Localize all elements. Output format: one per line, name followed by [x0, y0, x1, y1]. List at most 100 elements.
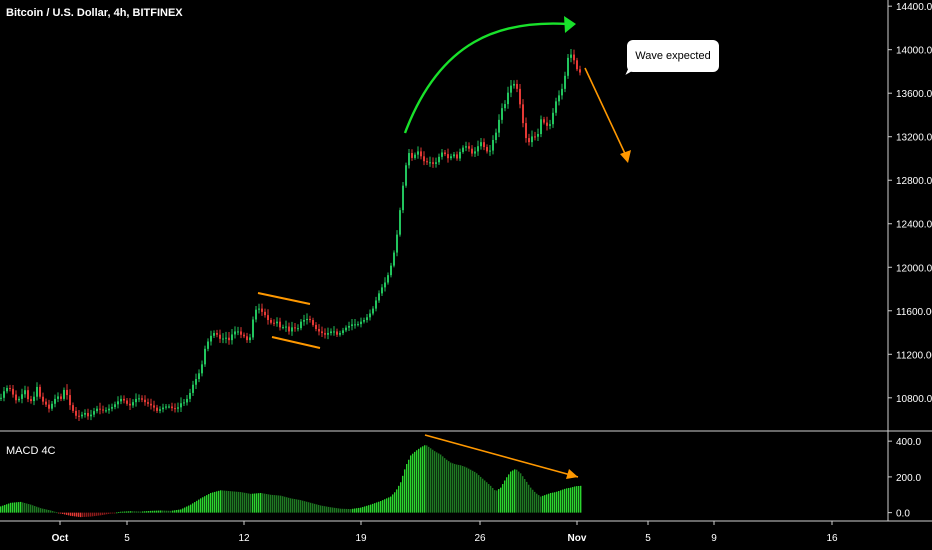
macd-bar: [370, 504, 372, 513]
macd-bar: [512, 470, 514, 513]
candle-body: [222, 338, 224, 340]
annotation-bubble[interactable]: Wave expected: [627, 40, 719, 72]
candle-body: [501, 108, 503, 120]
macd-bar: [16, 502, 18, 513]
macd-bar: [150, 510, 152, 513]
macd-bar: [268, 494, 270, 513]
macd-bar: [360, 507, 362, 513]
macd-bar: [310, 502, 312, 513]
macd-bar: [46, 509, 48, 513]
macd-bar: [478, 475, 480, 513]
candle-body: [96, 408, 98, 412]
macd-bar: [12, 502, 14, 513]
candle-body: [201, 364, 203, 374]
macd-bar: [432, 449, 434, 513]
candle-body: [423, 156, 425, 162]
candle-body: [348, 326, 350, 328]
candle-body: [3, 391, 5, 398]
macd-bar: [540, 496, 542, 513]
candle-body: [105, 410, 107, 412]
price-tick-label: 12400.00: [896, 220, 932, 231]
macd-bar: [188, 505, 190, 513]
candle-body: [522, 104, 524, 124]
macd-bar: [474, 471, 476, 513]
macd-bar: [72, 512, 74, 517]
macd-bar: [570, 487, 572, 513]
candle-body: [399, 210, 401, 235]
macd-bar: [64, 512, 66, 515]
time-axis: Oct 5 12 19 26 Nov 5 9 16: [52, 521, 838, 544]
candle-body: [195, 379, 197, 385]
candle-body: [165, 406, 167, 408]
macd-bar: [42, 508, 44, 513]
candle-body: [357, 324, 359, 326]
macd-bar: [60, 512, 62, 514]
candle-body: [267, 315, 269, 321]
macd-bar: [286, 497, 288, 513]
candle-body: [246, 336, 248, 341]
macd-bar: [356, 508, 358, 513]
candle-body: [438, 156, 440, 163]
macd-bar: [374, 503, 376, 513]
time-tick-label: 26: [474, 533, 486, 544]
macd-bar: [496, 490, 498, 513]
macd-bar: [172, 510, 174, 513]
macd-bar: [50, 510, 52, 513]
time-tick-label: 5: [124, 533, 130, 544]
candle-body: [318, 328, 320, 332]
candle-body: [558, 95, 560, 102]
candle-body: [60, 396, 62, 399]
macd-bar: [118, 512, 120, 513]
candle-body: [546, 122, 548, 126]
channel-upper-line: [257, 292, 311, 305]
candle-body: [99, 408, 101, 410]
macd-bar: [452, 463, 454, 513]
macd-bar: [444, 458, 446, 513]
macd-bar: [454, 464, 456, 513]
macd-bar: [524, 479, 526, 513]
candle-body: [276, 321, 278, 324]
macd-bar: [180, 509, 182, 513]
macd-bar: [134, 511, 136, 513]
macd-bar: [566, 488, 568, 513]
candle-body: [447, 154, 449, 159]
candle-body: [255, 309, 257, 320]
candle-body: [282, 327, 284, 329]
macd-label: MACD 4C: [6, 445, 56, 457]
candle-body: [573, 54, 575, 61]
candle-body: [513, 83, 515, 86]
macd-bar: [416, 450, 418, 513]
candle-body: [123, 398, 125, 401]
price-tick-label: 12000.00: [896, 263, 932, 274]
macd-bar: [272, 494, 274, 513]
macd-bar: [196, 500, 198, 513]
macd-bar: [464, 466, 466, 513]
macd-bar: [14, 502, 16, 513]
macd-bar: [534, 491, 536, 513]
macd-bar: [460, 465, 462, 513]
candle-body: [273, 322, 275, 324]
macd-bar: [292, 498, 294, 513]
macd-bar: [364, 506, 366, 513]
macd-bar: [130, 511, 132, 513]
macd-bar: [330, 507, 332, 513]
macd-bar: [428, 446, 430, 513]
candle-body: [162, 407, 164, 410]
candle-body: [429, 162, 431, 164]
macd-bar: [544, 495, 546, 513]
macd-bar: [0, 506, 2, 513]
macd-bar: [96, 512, 98, 516]
macd-bar: [514, 469, 516, 513]
macd-bar: [450, 462, 452, 513]
candle-body: [9, 388, 11, 390]
candle-body: [543, 119, 545, 123]
candle-body: [45, 401, 47, 405]
macd-bar: [548, 493, 550, 513]
macd-bar: [448, 461, 450, 513]
macd-bar: [500, 487, 502, 513]
candle-body: [90, 414, 92, 417]
macd-bar: [468, 468, 470, 513]
macd-bar: [160, 510, 162, 513]
candle-body: [171, 406, 173, 409]
